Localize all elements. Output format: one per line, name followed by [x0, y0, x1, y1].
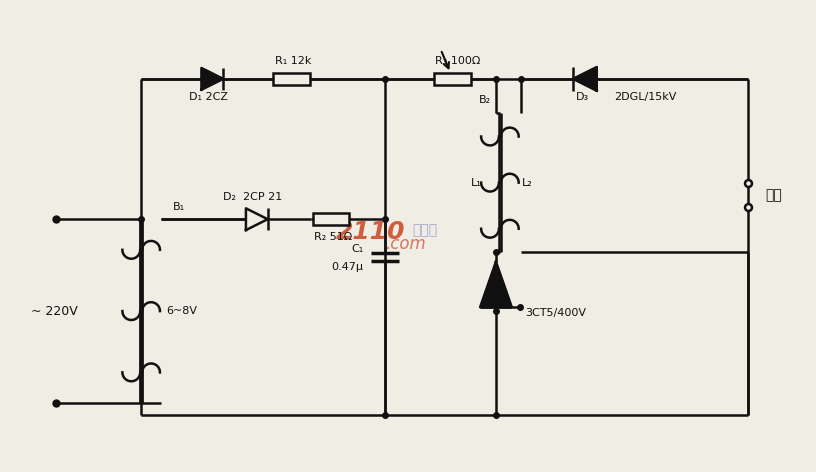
Text: 6~8V: 6~8V	[166, 306, 197, 316]
Text: .com: .com	[384, 235, 425, 253]
Text: C₁: C₁	[351, 244, 364, 254]
Bar	[433, 73, 472, 85]
Text: D₃: D₃	[576, 92, 589, 101]
Text: 3CT5/400V: 3CT5/400V	[526, 308, 587, 318]
Text: L₁: L₁	[471, 177, 481, 188]
Polygon shape	[202, 68, 224, 90]
Text: D₂  2CP 21: D₂ 2CP 21	[224, 193, 282, 202]
Text: 电极: 电极	[765, 188, 783, 202]
Text: D₁ 2CZ: D₁ 2CZ	[188, 92, 228, 101]
Text: 2110: 2110	[335, 220, 406, 244]
Text: 0.47μ: 0.47μ	[331, 261, 364, 271]
Text: B₁: B₁	[173, 202, 185, 212]
Text: 电子网: 电子网	[412, 223, 437, 237]
Text: 2DGL/15kV: 2DGL/15kV	[614, 92, 677, 101]
Text: L₂: L₂	[522, 177, 533, 188]
Text: R₂ 51Ω: R₂ 51Ω	[314, 232, 352, 242]
Bar	[273, 73, 310, 85]
Text: R₃ 100Ω: R₃ 100Ω	[435, 56, 480, 66]
Polygon shape	[480, 261, 512, 307]
Text: R₁ 12k: R₁ 12k	[275, 56, 312, 66]
Text: ~ 220V: ~ 220V	[31, 304, 78, 318]
Bar	[313, 213, 348, 225]
Polygon shape	[573, 67, 596, 91]
Text: B₂: B₂	[479, 94, 491, 105]
